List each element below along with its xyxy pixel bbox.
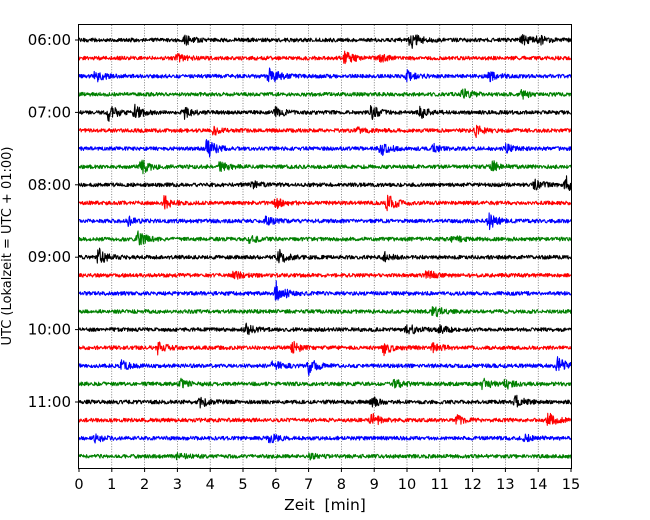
x-tick-label: 9: [370, 477, 379, 493]
trace-line: [78, 103, 572, 122]
trace-line: [78, 306, 572, 318]
trace-line: [78, 247, 572, 264]
trace-line: [78, 88, 572, 100]
trace-line: [78, 194, 572, 212]
trace-line: [78, 394, 572, 409]
x-tick-label: 4: [206, 477, 215, 493]
x-tick-label: 6: [271, 477, 280, 493]
trace-line: [78, 340, 572, 357]
trace-line: [78, 33, 572, 49]
trace-line: [78, 175, 572, 192]
y-tick-label: 06:00: [28, 31, 71, 49]
seismogram-traces: [78, 33, 572, 461]
x-axis-ticks: 0 1 2 3 4 5 6 7 8 9 10 11 12 13 14 15: [74, 468, 580, 493]
x-tick-label: 3: [173, 477, 182, 493]
x-tick-label: 13: [496, 477, 514, 493]
x-axis-label: Zeit [min]: [284, 496, 366, 514]
x-tick-label: 15: [562, 477, 580, 493]
trace-line: [78, 280, 572, 301]
trace-line: [78, 270, 572, 280]
trace-line: [78, 452, 572, 461]
x-tick-label: 8: [337, 477, 346, 493]
y-axis-label: UTC (Lokalzeit = UTC + 01:00): [0, 147, 15, 346]
y-tick-label: 07:00: [28, 103, 71, 121]
trace-line: [78, 412, 572, 426]
trace-line: [78, 139, 572, 158]
trace-line: [78, 159, 572, 175]
trace-line: [78, 377, 572, 391]
trace-line: [78, 356, 572, 376]
trace-line: [78, 433, 572, 444]
x-tick-label: 5: [238, 477, 247, 493]
y-axis-ticks: 06:00 07:00 08:00 09:00 10:00 11:00: [28, 31, 79, 411]
trace-line: [78, 67, 572, 83]
trace-line: [78, 124, 572, 139]
x-tick-label: 14: [529, 477, 547, 493]
y-tick-label: 09:00: [28, 248, 71, 266]
y-tick-label: 11:00: [28, 393, 71, 411]
x-tick-label: 2: [140, 477, 149, 493]
x-tick-label: 11: [431, 477, 449, 493]
vertical-grid: [111, 25, 539, 468]
trace-line: [78, 50, 572, 65]
trace-line: [78, 212, 572, 231]
x-tick-label: 0: [74, 477, 83, 493]
y-tick-label: 08:00: [28, 176, 71, 194]
x-tick-label: 12: [463, 477, 481, 493]
y-tick-label: 10:00: [28, 321, 71, 339]
trace-line: [78, 322, 572, 336]
x-tick-label: 10: [398, 477, 416, 493]
plot-frame: [78, 24, 572, 469]
x-tick-label: 1: [107, 477, 116, 493]
x-tick-label: 7: [304, 477, 313, 493]
trace-line: [78, 230, 572, 246]
